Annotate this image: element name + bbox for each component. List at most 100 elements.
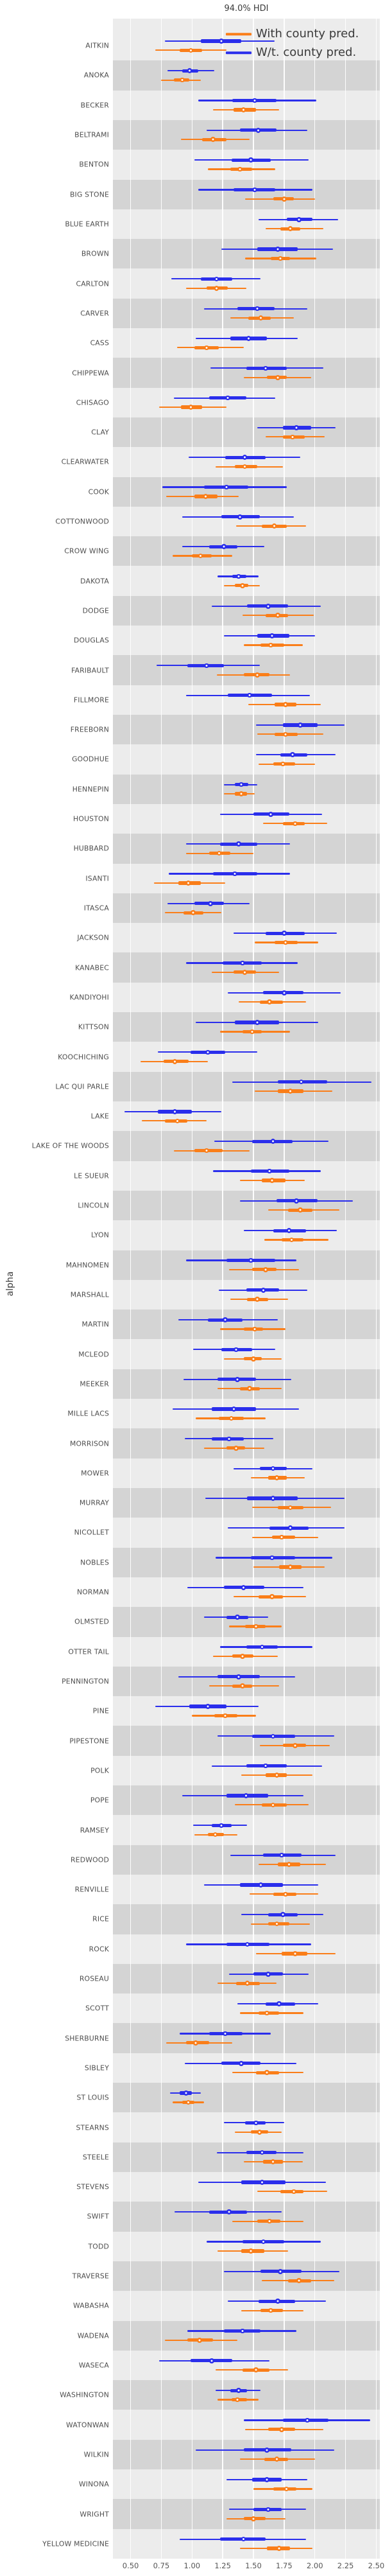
- county-label: AITKIN: [85, 41, 109, 50]
- county-band: [113, 2291, 380, 2320]
- median-dot-with_county_pred: [293, 821, 298, 827]
- county-band: [113, 1190, 380, 1221]
- median-dot-wt_county_pred: [205, 1704, 210, 1709]
- x-tick-label: 1.75: [276, 2561, 293, 2570]
- median-dot-with_county_pred: [228, 1415, 234, 1421]
- median-dot-with_county_pred: [287, 226, 293, 231]
- county-band: [113, 2261, 380, 2291]
- median-dot-wt_county_pred: [242, 455, 248, 460]
- median-dot-with_county_pred: [216, 850, 222, 856]
- county-label: BELTRAMI: [74, 130, 109, 139]
- median-dot-wt_county_pred: [267, 1168, 272, 1174]
- county-band: [113, 1518, 380, 1547]
- median-dot-with_county_pred: [289, 1237, 294, 1243]
- median-dot-with_county_pred: [269, 1594, 275, 1600]
- median-dot-wt_county_pred: [232, 871, 238, 877]
- median-dot-with_county_pred: [264, 2010, 269, 2016]
- county-band: [113, 2023, 380, 2053]
- county-band: [113, 417, 380, 448]
- median-dot-wt_county_pred: [224, 484, 229, 490]
- median-dot-wt_county_pred: [263, 365, 268, 371]
- median-dot-with_county_pred: [242, 970, 248, 975]
- median-dot-with_county_pred: [241, 107, 246, 112]
- median-dot-with_county_pred: [185, 2099, 191, 2105]
- county-band: [113, 239, 380, 269]
- median-dot-wt_county_pred: [296, 216, 302, 222]
- gridline: [375, 19, 377, 2559]
- county-band: [113, 1844, 380, 1875]
- median-dot-with_county_pred: [284, 2486, 289, 2492]
- median-dot-wt_county_pred: [243, 1793, 249, 1798]
- county-band: [113, 119, 380, 150]
- x-tick-label: 0.50: [122, 2561, 139, 2570]
- county-label: ROSEAU: [79, 1974, 109, 1983]
- county-band: [113, 774, 380, 804]
- median-dot-wt_county_pred: [260, 1288, 266, 1293]
- county-band: [113, 1993, 380, 2023]
- median-dot-wt_county_pred: [268, 812, 273, 817]
- x-tick-label: 1.50: [245, 2561, 262, 2570]
- median-dot-with_county_pred: [223, 1713, 228, 1719]
- median-dot-with_county_pred: [254, 1297, 260, 1302]
- median-dot-with_county_pred: [269, 1178, 275, 1183]
- median-dot-with_county_pred: [198, 553, 203, 559]
- county-label: DODGE: [82, 606, 109, 615]
- county-label: ISANTI: [85, 874, 109, 883]
- county-band: [113, 2202, 380, 2232]
- median-dot-with_county_pred: [274, 2457, 280, 2462]
- county-label: BROWN: [81, 249, 109, 258]
- median-dot-with_county_pred: [191, 910, 196, 916]
- county-label: CROW WING: [64, 547, 109, 556]
- median-dot-wt_county_pred: [236, 1674, 241, 1679]
- median-dot-with_county_pred: [254, 672, 260, 678]
- median-dot-wt_county_pred: [187, 68, 192, 74]
- median-dot-wt_county_pred: [266, 2507, 271, 2512]
- median-dot-wt_county_pred: [264, 2447, 269, 2453]
- gridline: [222, 19, 223, 2559]
- county-band: [113, 1280, 380, 1310]
- median-dot-with_county_pred: [253, 2367, 259, 2372]
- county-label: POLK: [90, 1766, 109, 1775]
- county-label: HUBBARD: [73, 844, 109, 853]
- county-band: [113, 1815, 380, 1844]
- y-axis-label: alpha: [5, 1271, 15, 1297]
- median-dot-with_county_pred: [239, 791, 244, 796]
- county-band: [113, 2410, 380, 2439]
- county-label: WATONWAN: [66, 2421, 109, 2430]
- median-dot-with_county_pred: [234, 1445, 239, 1451]
- chart-title: 94.0% HDI: [224, 4, 269, 13]
- county-label: CARVER: [80, 309, 109, 318]
- county-band: [113, 1756, 380, 1785]
- county-band: [113, 1042, 380, 1071]
- median-dot-wt_county_pred: [235, 1376, 240, 1382]
- county-label: NICOLLET: [74, 1528, 109, 1537]
- county-band: [113, 91, 380, 120]
- median-dot-wt_county_pred: [241, 2536, 246, 2542]
- median-dot-wt_county_pred: [270, 1139, 276, 1144]
- median-dot-with_county_pred: [287, 1089, 293, 1094]
- county-label: CLEARWATER: [61, 457, 109, 466]
- county-band: [113, 358, 380, 388]
- county-band: [113, 268, 380, 298]
- county-label: BECKER: [80, 101, 109, 110]
- county-label: POPE: [90, 1796, 109, 1805]
- median-dot-wt_county_pred: [269, 1555, 275, 1561]
- county-band: [113, 477, 380, 507]
- median-dot-wt_county_pred: [205, 1049, 210, 1055]
- median-dot-wt_county_pred: [287, 1525, 293, 1531]
- county-label: WASHINGTON: [60, 2390, 109, 2399]
- median-dot-wt_county_pred: [239, 2328, 245, 2334]
- median-dot-wt_county_pred: [286, 1228, 292, 1233]
- county-band: [113, 864, 380, 893]
- county-label: RAMSEY: [80, 1826, 109, 1834]
- median-dot-wt_county_pred: [208, 901, 213, 906]
- median-dot-wt_county_pred: [221, 544, 226, 549]
- county-label: CARLTON: [76, 279, 109, 288]
- median-dot-wt_county_pred: [269, 633, 275, 638]
- county-label: KITTSON: [78, 1022, 109, 1031]
- county-band: [113, 1666, 380, 1697]
- median-dot-with_county_pred: [242, 464, 248, 469]
- median-dot-wt_county_pred: [305, 2417, 311, 2423]
- median-dot-wt_county_pred: [258, 1882, 264, 1888]
- county-label: STEELE: [82, 2153, 109, 2162]
